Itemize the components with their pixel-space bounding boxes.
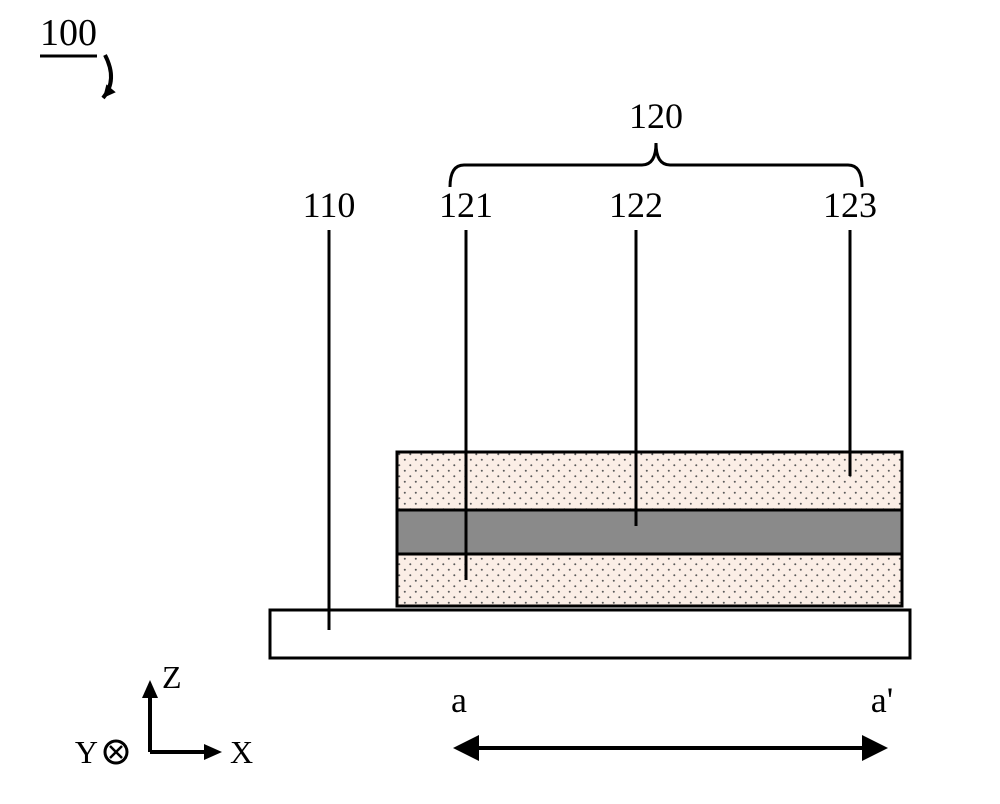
axis-x-head — [204, 744, 222, 760]
callout-label-121: 121 — [439, 185, 493, 225]
axis-z-label: Z — [162, 659, 182, 695]
layer-121 — [397, 554, 902, 606]
bracket-label-120: 120 — [629, 96, 683, 136]
callout-label-110: 110 — [303, 185, 356, 225]
layer-122 — [397, 510, 902, 554]
substrate-110 — [270, 610, 910, 658]
axis-z-head — [142, 680, 158, 698]
layer-123 — [397, 452, 902, 510]
section-label-a: a — [451, 680, 467, 720]
section-arrow-left — [453, 735, 479, 761]
figure-ref-label: 100 — [40, 12, 97, 54]
section-arrow-right — [862, 735, 888, 761]
axis-x-label: X — [230, 734, 253, 770]
section-label-a-prime: a' — [871, 680, 893, 720]
bracket-120 — [450, 143, 862, 187]
axis-y-label: Y — [75, 734, 98, 770]
callout-label-123: 123 — [823, 185, 877, 225]
callout-label-122: 122 — [609, 185, 663, 225]
